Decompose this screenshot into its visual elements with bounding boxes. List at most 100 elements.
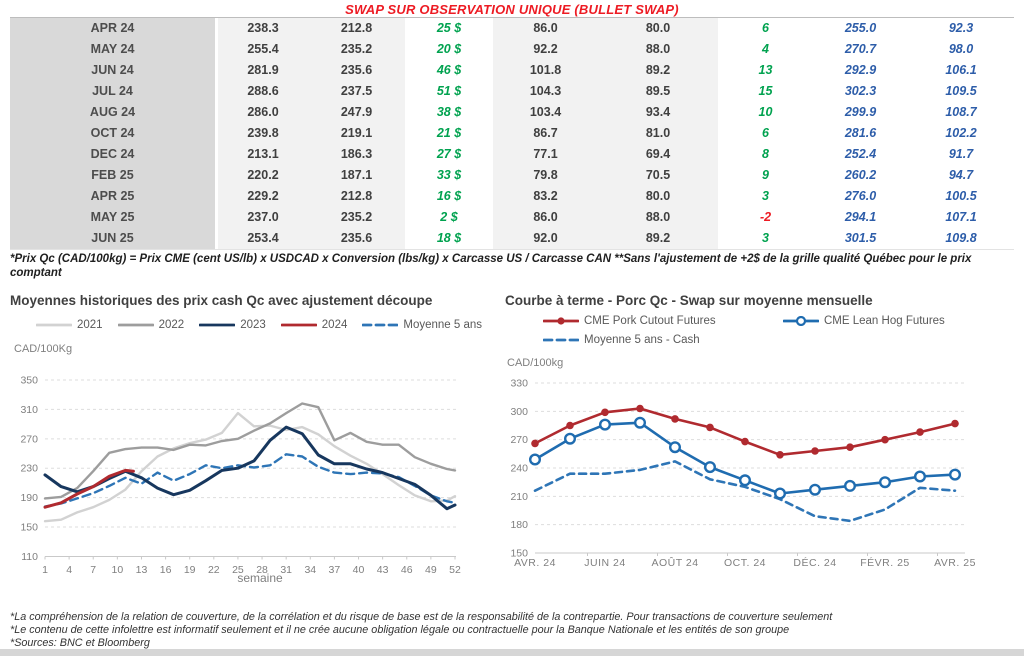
value-cell: 255.4 <box>218 39 308 60</box>
svg-text:190: 190 <box>20 492 38 504</box>
value-cell: 253.4 <box>218 228 308 249</box>
legend-item-cme-lean-hog-futures: CME Lean Hog Futures <box>783 315 945 327</box>
svg-text:150: 150 <box>510 547 528 559</box>
historical-chart-y-unit: CAD/100Kg <box>14 343 73 355</box>
svg-text:AOÛT 24: AOÛT 24 <box>651 556 698 569</box>
value-cell: 86.0 <box>493 207 598 228</box>
value-cell: 294.1 <box>813 207 908 228</box>
svg-text:1: 1 <box>42 564 48 576</box>
series-2024 <box>43 468 135 509</box>
svg-text:25: 25 <box>232 564 244 576</box>
value-cell: 91.7 <box>908 144 1014 165</box>
value-cell: 70.5 <box>598 165 718 186</box>
value-cell: 18 $ <box>405 228 493 249</box>
value-cell: 80.0 <box>598 186 718 207</box>
value-cell: 107.1 <box>908 207 1014 228</box>
column-gap <box>215 81 218 102</box>
svg-text:230: 230 <box>20 463 38 475</box>
value-cell: 33 $ <box>405 165 493 186</box>
month-cell: AUG 24 <box>10 102 215 123</box>
value-cell: 89.5 <box>598 81 718 102</box>
value-cell: 92.0 <box>493 228 598 249</box>
legend-label: 2024 <box>321 319 348 331</box>
value-cell: 13 <box>718 60 813 81</box>
swap-table-wrap: APR 24 238.3 212.8 25 $86.0 80.0 6 255.0 92.3 MA… <box>10 17 1014 250</box>
month-cell: MAY 25 <box>10 207 215 228</box>
column-gap <box>215 165 218 186</box>
svg-text:210: 210 <box>510 491 528 503</box>
forward-curve-chart-legend: CME Pork Cutout Futures CME Lean Hog Futu… <box>500 315 1024 355</box>
legend-label: CME Lean Hog Futures <box>824 315 945 327</box>
value-cell: 8 <box>718 144 813 165</box>
legend-item-2023: 2023 <box>199 319 266 331</box>
value-cell: 25 $ <box>405 18 493 39</box>
month-cell: OCT 24 <box>10 123 215 144</box>
value-cell: 106.1 <box>908 60 1014 81</box>
svg-text:350: 350 <box>20 375 38 387</box>
svg-text:DÉC. 24: DÉC. 24 <box>793 556 836 569</box>
value-cell: 235.6 <box>308 228 405 249</box>
value-cell: 46 $ <box>405 60 493 81</box>
svg-text:34: 34 <box>304 564 316 576</box>
value-cell: 15 <box>718 81 813 102</box>
value-cell: 92.3 <box>908 18 1014 39</box>
legend-item-moyenne-5-ans-cash: Moyenne 5 ans - Cash <box>543 334 700 346</box>
legend-label: Moyenne 5 ans - Cash <box>584 334 700 346</box>
column-gap <box>215 60 218 81</box>
value-cell: 108.7 <box>908 102 1014 123</box>
value-cell: 93.4 <box>598 102 718 123</box>
disclaimer-line-2: *Le contenu de cette infolettre est info… <box>10 623 790 636</box>
column-gap <box>215 228 218 249</box>
value-cell: 89.2 <box>598 228 718 249</box>
svg-text:330: 330 <box>510 378 528 390</box>
month-cell: DEC 24 <box>10 144 215 165</box>
legend-item-2021: 2021 <box>36 319 103 331</box>
value-cell: 186.3 <box>308 144 405 165</box>
value-cell: 9 <box>718 165 813 186</box>
svg-text:40: 40 <box>353 564 365 576</box>
month-cell: JUN 25 <box>10 228 215 249</box>
value-cell: 219.1 <box>308 123 405 144</box>
value-cell: 88.0 <box>598 207 718 228</box>
value-cell: 220.2 <box>218 165 308 186</box>
svg-text:JUIN 24: JUIN 24 <box>584 557 625 569</box>
value-cell: 281.9 <box>218 60 308 81</box>
historical-chart-x-label: semaine <box>237 571 283 585</box>
svg-text:110: 110 <box>21 551 38 563</box>
value-cell: 89.2 <box>598 60 718 81</box>
disclaimer-line-1: *La compréhension de la relation de couv… <box>10 611 833 623</box>
svg-text:4: 4 <box>66 564 72 576</box>
value-cell: 213.1 <box>218 144 308 165</box>
value-cell: 276.0 <box>813 186 908 207</box>
value-cell: 98.0 <box>908 39 1014 60</box>
svg-text:AVR. 24: AVR. 24 <box>514 557 556 569</box>
value-cell: 299.9 <box>813 102 908 123</box>
svg-text:16: 16 <box>160 564 172 576</box>
column-gap <box>215 39 218 60</box>
value-cell: 255.0 <box>813 18 908 39</box>
value-cell: 92.2 <box>493 39 598 60</box>
value-cell: 77.1 <box>493 144 598 165</box>
value-cell: 301.5 <box>813 228 908 249</box>
value-cell: 237.5 <box>308 81 405 102</box>
column-gap <box>215 102 218 123</box>
svg-text:300: 300 <box>510 406 528 418</box>
legend-line-swatch-cme-lean-hog-futures <box>783 316 819 326</box>
value-cell: 281.6 <box>813 123 908 144</box>
value-cell: 103.4 <box>493 102 598 123</box>
svg-text:19: 19 <box>184 564 196 576</box>
svg-text:28: 28 <box>256 564 268 576</box>
value-cell: 94.7 <box>908 165 1014 186</box>
month-cell: JUN 24 <box>10 60 215 81</box>
svg-text:13: 13 <box>136 564 148 576</box>
value-cell: 212.8 <box>308 186 405 207</box>
legend-label: 2022 <box>158 319 185 331</box>
value-cell: 3 <box>718 228 813 249</box>
value-cell: 270.7 <box>813 39 908 60</box>
page-title: SWAP SUR OBSERVATION UNIQUE (BULLET SWAP… <box>345 2 679 17</box>
svg-text:FÉVR. 25: FÉVR. 25 <box>860 556 910 569</box>
svg-text:43: 43 <box>377 564 389 576</box>
bottom-edge-strip <box>0 649 1024 656</box>
value-cell: 21 $ <box>405 123 493 144</box>
